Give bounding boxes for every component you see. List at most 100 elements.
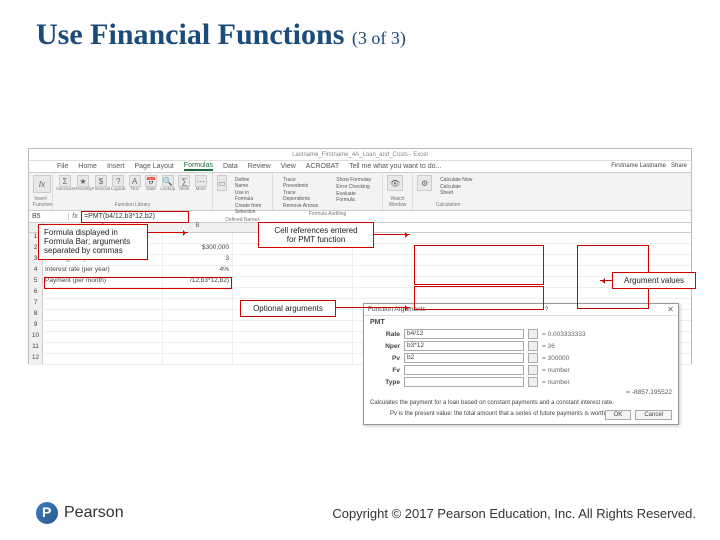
cell-C5[interactable] <box>233 277 353 287</box>
audit-item[interactable]: Error Checking <box>336 184 372 190</box>
user-name: Firstname Lastname <box>611 163 666 169</box>
arg-input-rate[interactable]: b4/12 <box>404 329 524 339</box>
arg-input-pv[interactable]: b2 <box>404 353 524 363</box>
calc-item[interactable]: Calculate Now <box>440 177 473 183</box>
arg-row-type: Type= number <box>370 377 672 387</box>
arg-label: Fv <box>370 367 400 374</box>
share-button[interactable]: Firstname Lastname Share <box>611 163 687 169</box>
row-header[interactable]: 8 <box>29 310 43 320</box>
cell-C9[interactable] <box>233 321 353 331</box>
col-B[interactable]: B <box>163 223 233 232</box>
names-item[interactable]: Define Name <box>235 177 262 189</box>
arg-input-fv[interactable] <box>404 365 524 375</box>
cell-C11[interactable] <box>233 343 353 353</box>
cell-A7[interactable] <box>43 299 163 309</box>
tab-tell-me-what-you-want-to-do-[interactable]: Tell me what you want to do... <box>349 163 441 170</box>
tab-page-layout[interactable]: Page Layout <box>134 163 173 170</box>
lib-math-trig[interactable]: ∑Math <box>177 175 191 192</box>
cell-A10[interactable] <box>43 332 163 342</box>
ribbon-insert-function[interactable]: fx Insert Function <box>29 173 53 210</box>
ok-button[interactable]: OK <box>605 410 632 420</box>
pearson-logo: Pearson <box>36 502 124 524</box>
name-manager-icon[interactable]: ▭ <box>217 175 227 191</box>
lib-logical[interactable]: ?Logical <box>111 175 125 192</box>
row-header[interactable]: 10 <box>29 332 43 342</box>
cell-A11[interactable] <box>43 343 163 353</box>
cell-A9[interactable] <box>43 321 163 331</box>
cell-A6[interactable] <box>43 288 163 298</box>
cell-B4[interactable]: 4% <box>163 266 233 276</box>
cell-B11[interactable] <box>163 343 233 353</box>
cell-A8[interactable] <box>43 310 163 320</box>
tab-acrobat[interactable]: ACROBAT <box>306 163 339 170</box>
watch-icon: 👁 <box>387 175 403 191</box>
row-header[interactable]: 7 <box>29 299 43 309</box>
function-name: PMT <box>370 319 672 326</box>
collapse-icon[interactable] <box>528 341 538 351</box>
tab-view[interactable]: View <box>281 163 296 170</box>
arg-result: = number <box>542 367 570 374</box>
collapse-icon[interactable] <box>528 329 538 339</box>
arg-result: = 300000 <box>542 355 569 362</box>
ribbon-watch-window[interactable]: 👁 Watch Window <box>383 173 413 210</box>
cell-B10[interactable] <box>163 332 233 342</box>
row-header[interactable]: 5 <box>29 277 43 287</box>
cancel-button[interactable]: Cancel <box>635 410 672 420</box>
cell-B2[interactable]: $300,000 <box>163 244 233 254</box>
row-header[interactable]: 4 <box>29 266 43 276</box>
lib-recently-used[interactable]: ★Recently <box>75 175 91 192</box>
cell-B12[interactable] <box>163 354 233 364</box>
arg-input-nper[interactable]: b3*12 <box>404 341 524 351</box>
tab-home[interactable]: Home <box>78 163 97 170</box>
cell-A4[interactable]: Interest rate (per year) <box>43 266 163 276</box>
tab-file[interactable]: File <box>57 163 68 170</box>
brand-name: Pearson <box>64 504 124 522</box>
arrow-optional <box>336 307 410 308</box>
cell-B3[interactable]: 3 <box>163 255 233 265</box>
lib-lookup-reference[interactable]: 🔍Lookup <box>160 175 175 192</box>
cell-C12[interactable] <box>233 354 353 364</box>
tab-formulas[interactable]: Formulas <box>184 162 213 171</box>
tab-review[interactable]: Review <box>248 163 271 170</box>
audit-item[interactable]: Show Formulas <box>336 177 372 183</box>
cell-B8[interactable] <box>163 310 233 320</box>
cell-C10[interactable] <box>233 332 353 342</box>
function-arguments-dialog: Function Arguments ? ✕ PMT Rateb4/12= 0.… <box>363 303 679 425</box>
cell-C3[interactable] <box>233 255 353 265</box>
cell-B7[interactable] <box>163 299 233 309</box>
cell-C6[interactable] <box>233 288 353 298</box>
dialog-help-icon[interactable]: ? <box>545 306 549 313</box>
collapse-icon[interactable] <box>528 377 538 387</box>
copyright: Copyright © 2017 Pearson Education, Inc.… <box>332 506 696 521</box>
lib-text[interactable]: AText <box>127 175 141 192</box>
arg-label: Nper <box>370 343 400 350</box>
calc-options-icon[interactable]: ⚙ <box>417 175 432 191</box>
lib-date-time[interactable]: 📅Date <box>144 175 158 192</box>
lib-more-functions[interactable]: ⋯More <box>194 175 208 192</box>
lib-financial[interactable]: $Financial <box>93 175 109 192</box>
collapse-icon[interactable] <box>528 365 538 375</box>
audit-item[interactable]: Trace Precedents <box>283 177 320 189</box>
tab-insert[interactable]: Insert <box>107 163 125 170</box>
row-header[interactable]: 9 <box>29 321 43 331</box>
audit-item[interactable]: Remove Arrows <box>283 203 320 209</box>
cell-B1[interactable] <box>163 233 233 243</box>
close-icon[interactable]: ✕ <box>667 305 674 314</box>
cell-A12[interactable] <box>43 354 163 364</box>
audit-item[interactable]: Evaluate Formula <box>336 191 372 203</box>
row-header[interactable]: 11 <box>29 343 43 353</box>
collapse-icon[interactable] <box>528 353 538 363</box>
row-header[interactable]: 12 <box>29 354 43 364</box>
cell-B9[interactable] <box>163 321 233 331</box>
names-item[interactable]: Use in Formula <box>235 190 262 202</box>
calc-item[interactable]: Calculate Sheet <box>440 184 473 196</box>
cell-B6[interactable] <box>163 288 233 298</box>
audit-item[interactable]: Trace Dependents <box>283 190 320 202</box>
names-item[interactable]: Create from Selection <box>235 203 262 215</box>
cell-C4[interactable] <box>233 266 353 276</box>
name-box[interactable]: B5 <box>29 213 69 220</box>
arg-input-type[interactable] <box>404 377 524 387</box>
row-header[interactable]: 6 <box>29 288 43 298</box>
tab-data[interactable]: Data <box>223 163 238 170</box>
lib-autosum[interactable]: ΣAutoSum <box>57 175 73 192</box>
